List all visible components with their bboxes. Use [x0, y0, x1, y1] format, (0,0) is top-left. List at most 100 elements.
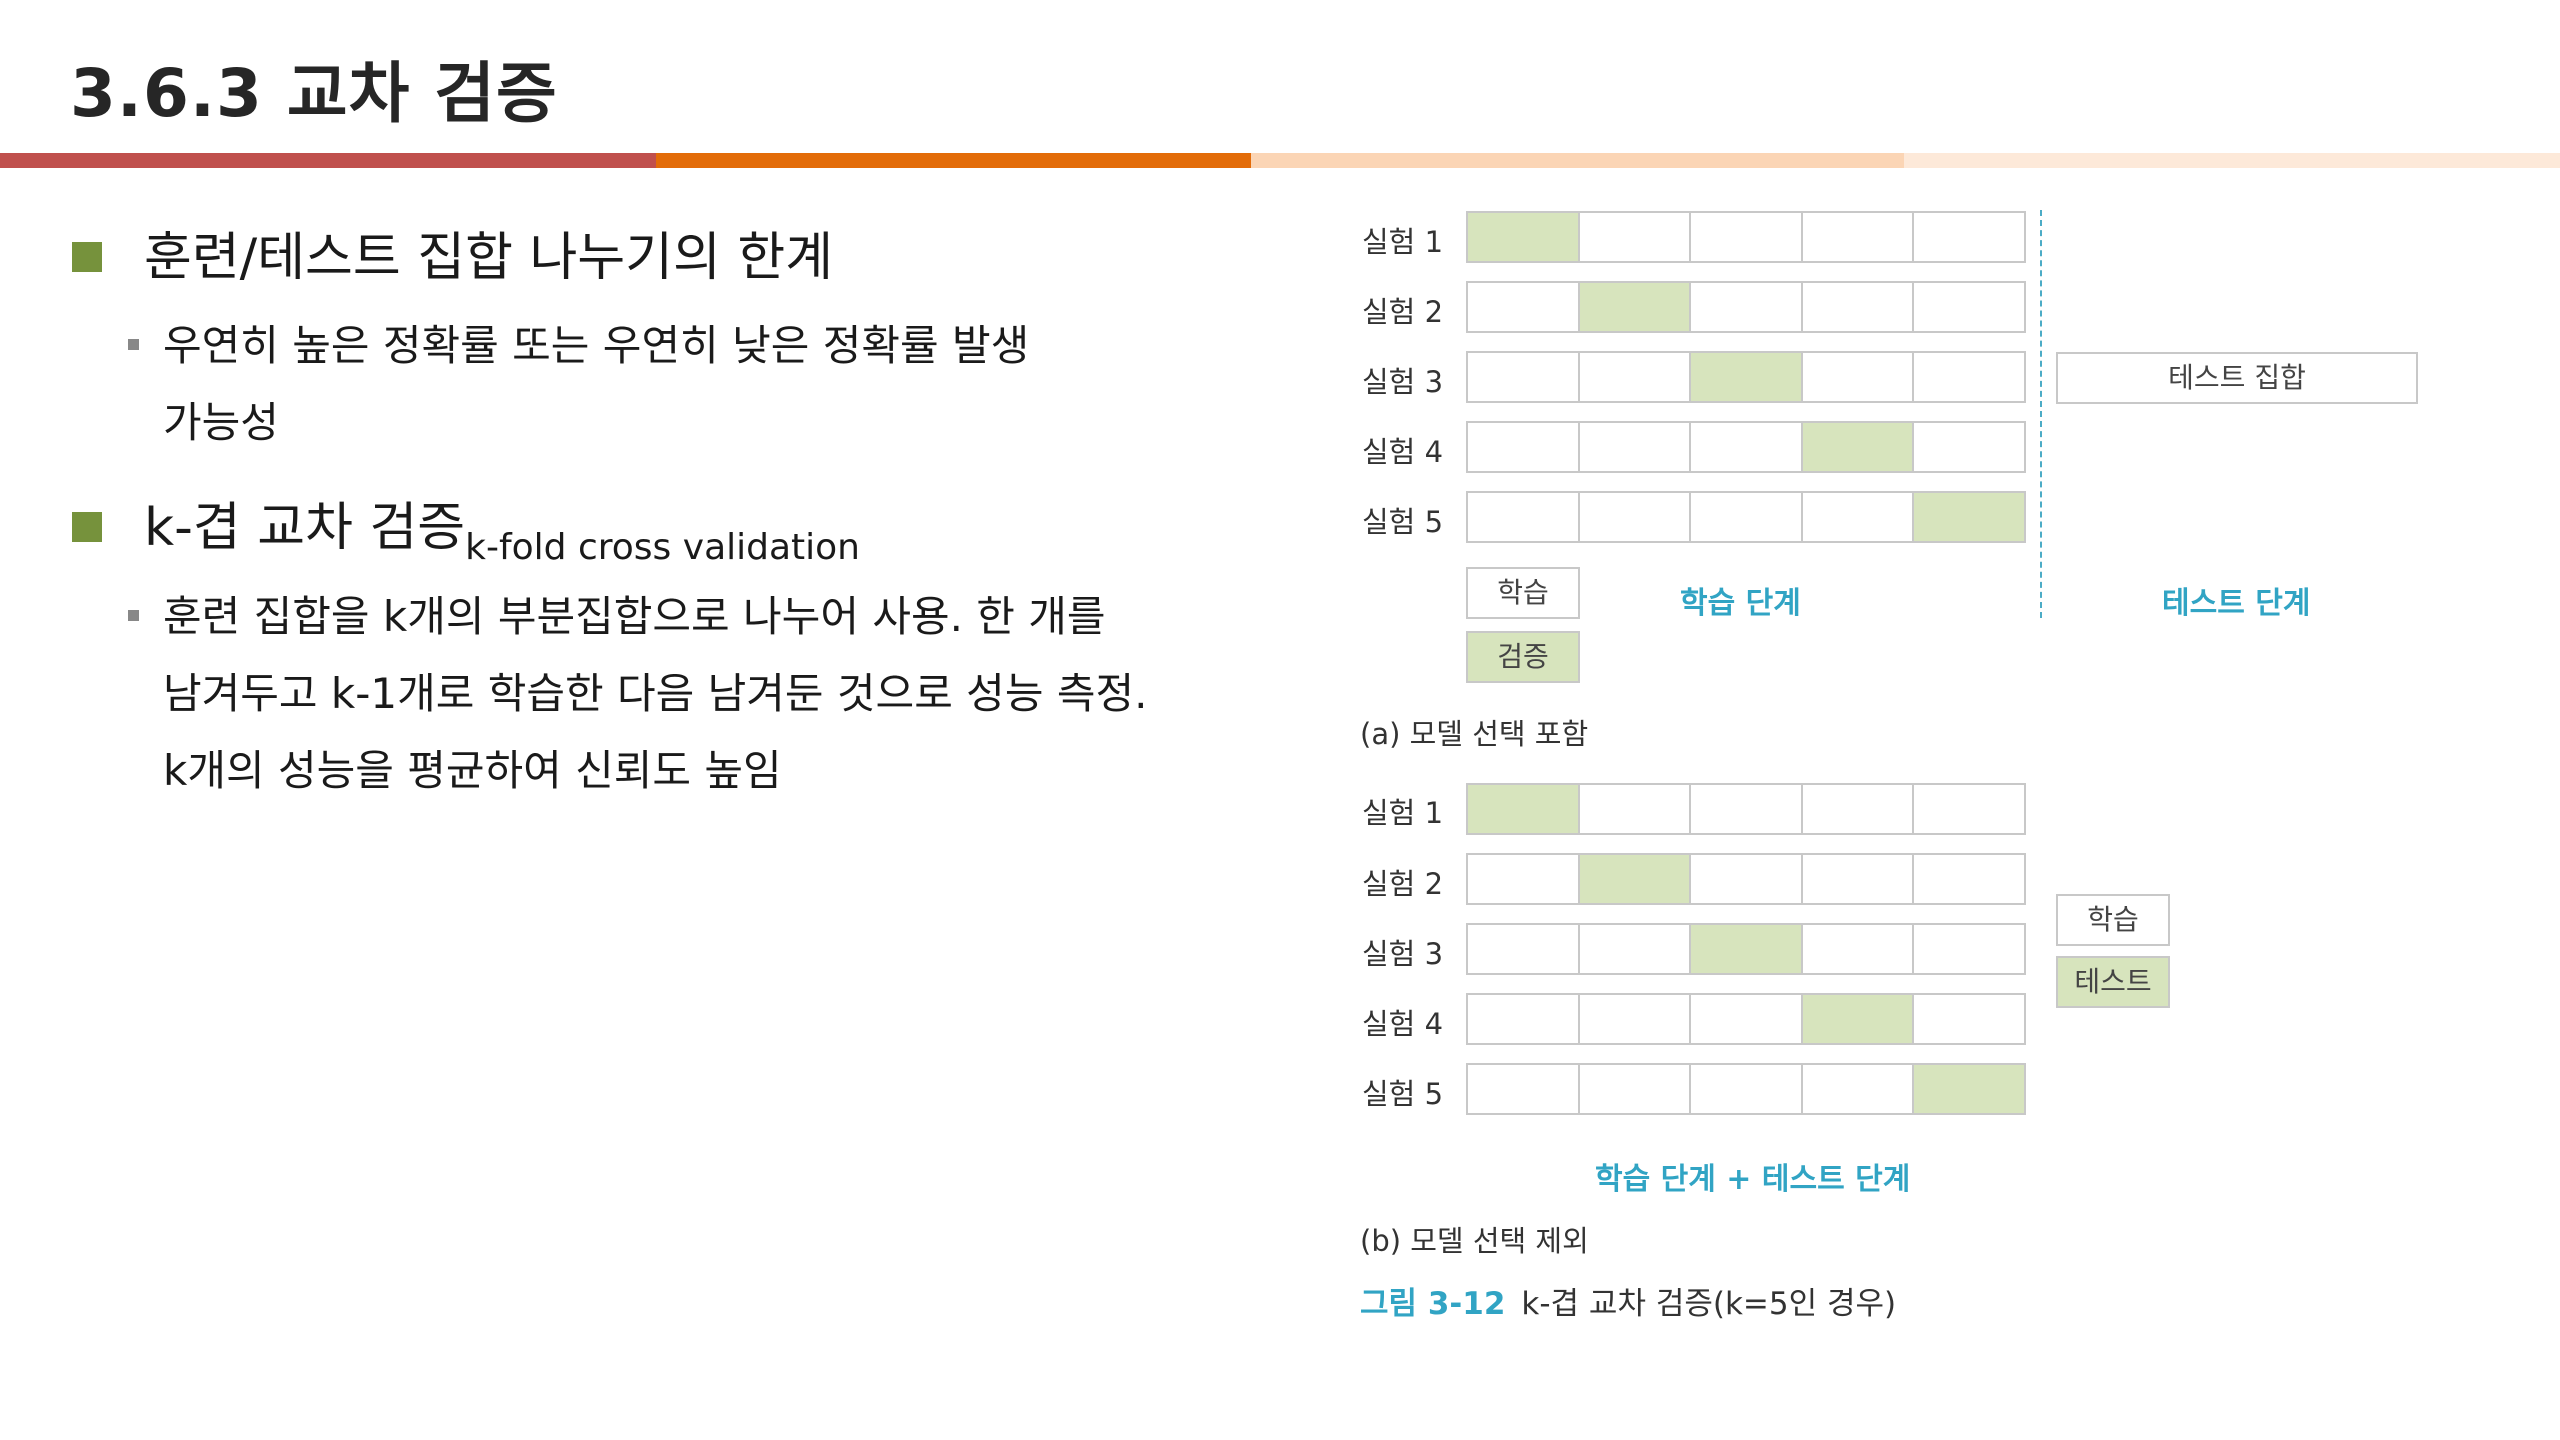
- figure-number: 그림 3-12: [1360, 1286, 1506, 1322]
- bullet-square-icon: [72, 242, 102, 272]
- legend-train-b: 학습: [2056, 894, 2170, 946]
- caption-a: (a) 모델 선택 포함: [1360, 717, 1589, 751]
- fold-cell: [1803, 283, 1915, 331]
- sub-bullet-chance: 우연히 높은 정확률 또는 우연히 낮은 정확률 발생 가능성: [128, 307, 1248, 461]
- fold-cell: [1802, 423, 1915, 471]
- trial-label: 실험 1: [1362, 796, 1444, 830]
- fold-row: [1466, 853, 2026, 905]
- fold-row: [1466, 351, 2026, 403]
- sub-bullet-line1: 훈련 집합을 k개의 부분집합으로 나누어 사용. 한 개를: [163, 592, 1106, 641]
- fold-row: [1466, 993, 2026, 1045]
- fold-row: [1466, 211, 2026, 263]
- fold-cell: [1468, 493, 1580, 541]
- fold-cell: [1468, 855, 1580, 903]
- fold-cell: [1691, 1065, 1803, 1113]
- fold-cell: [1580, 353, 1692, 401]
- fold-cell: [1468, 283, 1580, 331]
- fold-row: [1466, 281, 2026, 333]
- trial-label: 실험 5: [1362, 505, 1444, 539]
- fold-cell: [1802, 995, 1915, 1043]
- bullet-subscript: k-fold cross validation: [465, 527, 860, 568]
- fold-cell: [1580, 785, 1692, 833]
- fold-cell: [1580, 493, 1692, 541]
- fold-cell: [1468, 995, 1580, 1043]
- fold-cell: [1914, 283, 2024, 331]
- trial-label: 실험 5: [1362, 1077, 1444, 1111]
- phase-divider: [2040, 210, 2042, 618]
- fold-cell: [1914, 1065, 2024, 1113]
- fold-row: [1466, 783, 2026, 835]
- fold-cell: [1914, 353, 2024, 401]
- sub-bullet-line1: 우연히 높은 정확률 또는 우연히 낮은 정확률 발생: [163, 321, 1030, 370]
- fold-cell: [1914, 925, 2024, 973]
- fold-cell: [1579, 283, 1692, 331]
- fold-cell: [1691, 423, 1803, 471]
- sub-bullet-icon: [128, 339, 139, 350]
- fold-row: [1466, 421, 2026, 473]
- bullet-text: 훈련/테스트 집합 나누기의 한계: [144, 228, 834, 288]
- phase-train-label: 학습 단계: [1680, 586, 1801, 621]
- legend-validation: 검증: [1466, 631, 1580, 683]
- page-title: 3.6.3 교차 검증: [70, 55, 558, 132]
- fold-cell: [1468, 353, 1580, 401]
- trial-label: 실험 2: [1362, 295, 1444, 329]
- title-underline-red: [0, 153, 656, 168]
- sub-bullet-kfold-desc: 훈련 집합을 k개의 부분집합으로 나누어 사용. 한 개를 남겨두고 k-1개…: [128, 578, 1248, 809]
- fold-cell: [1468, 1065, 1580, 1113]
- figure-caption: 그림 3-12 k-겹 교차 검증(k=5인 경우): [1360, 1278, 1896, 1323]
- trial-label: 실험 3: [1362, 365, 1444, 399]
- sub-bullet-line3: k개의 성능을 평균하여 신뢰도 높임: [163, 746, 782, 795]
- fold-cell: [1691, 855, 1803, 903]
- fold-cell: [1579, 855, 1692, 903]
- trial-label: 실험 2: [1362, 867, 1444, 901]
- fold-cell: [1803, 1065, 1915, 1113]
- fold-cell: [1803, 855, 1915, 903]
- fold-cell: [1691, 785, 1803, 833]
- sub-bullet-line2: 가능성: [163, 398, 279, 447]
- fold-cell: [1691, 925, 1803, 973]
- bullet-text: k-겹 교차 검증: [144, 498, 466, 558]
- fold-cell: [1914, 213, 2024, 261]
- bullet-holdout-limit: 훈련/테스트 집합 나누기의 한계: [72, 215, 833, 290]
- fold-cell: [1580, 995, 1692, 1043]
- phase-combined-label: 학습 단계 + 테스트 단계: [1595, 1162, 1911, 1197]
- trial-label: 실험 3: [1362, 937, 1444, 971]
- fold-cell: [1803, 925, 1915, 973]
- fold-cell: [1914, 855, 2024, 903]
- fold-cell: [1914, 423, 2024, 471]
- title-underline-light: [1904, 153, 2560, 168]
- fold-cell: [1803, 493, 1915, 541]
- caption-b: (b) 모델 선택 제외: [1360, 1224, 1589, 1258]
- fold-cell: [1580, 1065, 1692, 1113]
- fold-cell: [1580, 213, 1692, 261]
- fold-cell: [1914, 493, 2024, 541]
- trial-label: 실험 1: [1362, 225, 1444, 259]
- bullet-kfold: k-겹 교차 검증k-fold cross validation: [72, 485, 860, 568]
- fold-cell: [1468, 213, 1580, 261]
- fold-cell: [1914, 785, 2024, 833]
- fold-row: [1466, 491, 2026, 543]
- fold-cell: [1580, 423, 1692, 471]
- fold-cell: [1691, 283, 1803, 331]
- fold-cell: [1803, 213, 1915, 261]
- fold-cell: [1803, 785, 1915, 833]
- fold-cell: [1691, 353, 1803, 401]
- sub-bullet-line2: 남겨두고 k-1개로 학습한 다음 남겨둔 것으로 성능 측정.: [163, 669, 1148, 718]
- fold-cell: [1580, 925, 1692, 973]
- fold-row: [1466, 923, 2026, 975]
- fold-cell: [1468, 785, 1580, 833]
- trial-label: 실험 4: [1362, 435, 1444, 469]
- fold-cell: [1468, 423, 1580, 471]
- fold-cell: [1691, 213, 1803, 261]
- fold-row: [1466, 1063, 2026, 1115]
- title-underline-peach: [1251, 153, 1904, 168]
- legend-train: 학습: [1466, 567, 1580, 619]
- sub-bullet-icon: [128, 610, 139, 621]
- figure-title: k-겹 교차 검증(k=5인 경우): [1521, 1286, 1897, 1322]
- title-underline-orange: [656, 153, 1251, 168]
- fold-cell: [1691, 493, 1803, 541]
- legend-test-b: 테스트: [2056, 956, 2170, 1008]
- trial-label: 실험 4: [1362, 1007, 1444, 1041]
- bullet-square-icon: [72, 512, 102, 542]
- fold-cell: [1468, 925, 1580, 973]
